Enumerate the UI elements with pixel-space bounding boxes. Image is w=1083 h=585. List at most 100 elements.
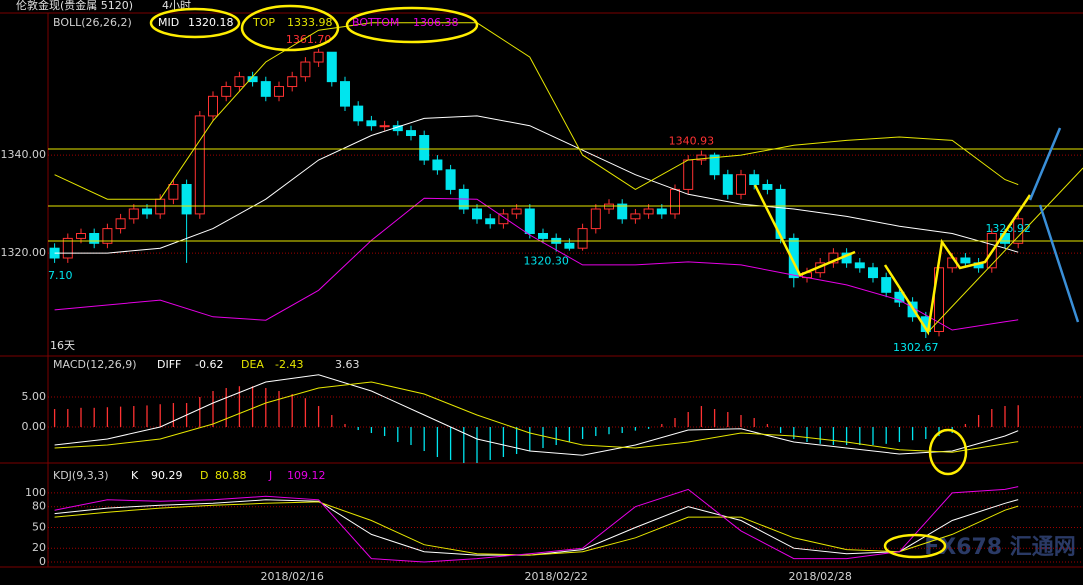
watermark: FX678 汇通网 [924,535,1076,560]
drawn-trendline [927,167,1083,333]
legend-name: TOP [252,16,275,29]
candle-body [854,262,865,269]
candle-body [524,208,535,235]
legend-value: 1333.98 [287,16,333,29]
legend-value: 90.29 [151,469,183,482]
drawn-arrow [883,194,1032,336]
candle-body [485,218,496,225]
candle-body [670,188,680,215]
candle-body [366,120,377,127]
indicator-line [54,115,1019,254]
legend-name: BOTTOM [352,16,399,29]
drawn-arrow [1038,204,1080,323]
candle-body [960,257,971,264]
drawn-ellipse [883,533,947,559]
y-tick-label: 0.00 [22,420,47,433]
candle-body [419,135,430,161]
legend-value: 80.88 [215,469,247,482]
candle-body [894,291,905,303]
candle-body [155,198,166,215]
candle-body [168,184,179,200]
candle-body [181,184,192,215]
legend-value: 109.12 [287,469,326,482]
candle-body [590,208,601,230]
candle-body [274,86,284,97]
candle-body [709,154,720,176]
candle-body [749,174,760,186]
user-drawings [48,4,1083,559]
candle-body [62,237,73,259]
candle-body [472,208,482,220]
legend-name: J [268,469,272,482]
candle-body [1013,218,1024,244]
price-annotation: 1302.67 [893,341,939,354]
candle-body [868,267,878,279]
candle-body [498,213,509,225]
candle-body [287,76,298,88]
candle-body [76,233,86,239]
candle-body [881,277,892,293]
x-tick-label: 2018/02/28 [788,570,851,583]
indicator-title: BOLL(26,26,2) [53,16,132,29]
candle-body [643,208,654,215]
candle-body [696,154,707,161]
x-tick-label: 2018/02/16 [260,570,323,583]
indicator-title: KDJ(9,3,3) [53,469,109,482]
y-tick-label: 80 [32,500,46,513]
legend-name: DEA [241,358,264,371]
indicator-line [54,197,1019,331]
candle-body [102,228,113,244]
candle-body [406,130,416,137]
legend-name: D [200,469,208,482]
candle-body [432,159,443,171]
candle-body [326,51,337,83]
price-annotation: 1340.93 [669,135,715,148]
candle-body [564,242,575,249]
legend-value: -2.43 [275,358,303,371]
candle-body [604,203,614,210]
drawn-ellipse [149,7,241,39]
edge-label: 7.10 [48,269,73,282]
candle-body [630,213,641,220]
legend-name: DIFF [157,358,181,371]
candle-body [115,218,126,230]
candle-body [194,115,205,215]
y-tick-label: 20 [32,541,46,554]
y-tick-label: 5.00 [22,390,47,403]
candle-body [340,81,350,107]
candle-body [577,228,588,249]
indicator-title: MACD(12,26,9) [53,358,137,371]
indicator-line [54,381,1019,453]
candle-body [538,233,548,239]
candle-body [736,174,746,195]
candle-body [208,95,218,117]
indicator-line [54,22,1019,200]
y-tick-label: 50 [32,520,46,533]
candle-body [353,105,364,122]
period-label: 16天 [50,339,75,352]
candle-body [300,61,311,78]
candle-body [683,159,694,190]
candle-body [656,208,667,215]
legend-value: 1306.38 [413,16,459,29]
drawn-ellipse [240,4,340,52]
candle-body [221,86,232,97]
y-tick-label: 100 [25,486,46,499]
legend-name: K [131,469,139,482]
candle-body [234,76,245,88]
macd-value: 3.63 [335,358,360,371]
candle-body [142,208,152,215]
candle-body [617,203,628,220]
x-tick-label: 2018/02/22 [524,570,587,583]
candle-body [788,237,799,279]
drawn-ellipse [928,428,968,476]
candle-body [260,81,271,97]
candle-body [762,184,773,190]
legend-name: MID [158,16,179,29]
drawn-ellipse [345,6,479,44]
legend-value: -0.62 [195,358,223,371]
candle-body [722,174,733,195]
candle-body [511,208,522,215]
